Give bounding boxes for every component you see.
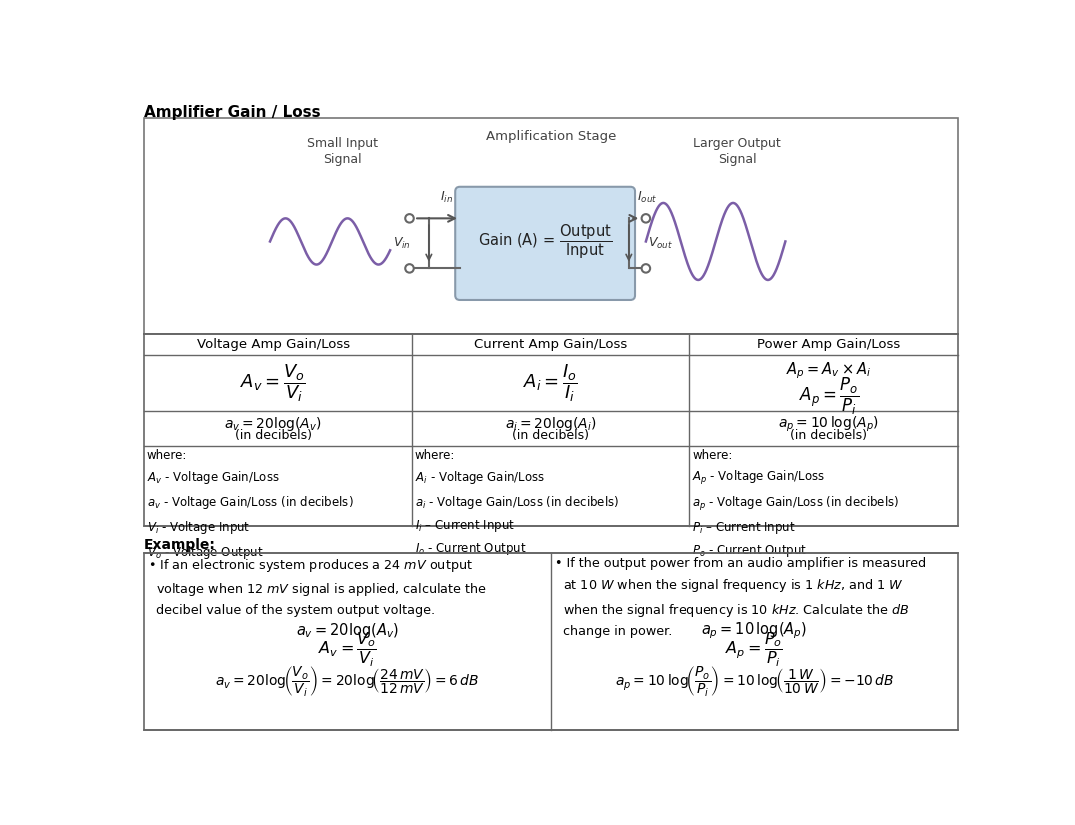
Text: $A_v = \dfrac{V_o}{V_i}$: $A_v = \dfrac{V_o}{V_i}$ <box>318 630 376 669</box>
Text: $V_{out}$: $V_{out}$ <box>648 235 673 251</box>
Text: Amplification Stage: Amplification Stage <box>486 130 617 143</box>
Text: $V_{in}$: $V_{in}$ <box>393 235 411 251</box>
Text: $a_v = 20\mathrm{log}(A_v)$: $a_v = 20\mathrm{log}(A_v)$ <box>225 415 322 433</box>
Bar <box>144 554 958 730</box>
Bar <box>144 118 958 334</box>
Text: Small Input
Signal: Small Input Signal <box>306 138 377 167</box>
Text: Power Amp Gain/Loss: Power Amp Gain/Loss <box>757 337 901 351</box>
Text: Example:: Example: <box>144 538 216 552</box>
Text: Amplifier Gain / Loss: Amplifier Gain / Loss <box>144 105 320 120</box>
Text: • If the output power from an audio amplifier is measured
  at 10 $W$ when the s: • If the output power from an audio ampl… <box>555 557 927 638</box>
Text: $a_i = 20\mathrm{log}(A_i)$: $a_i = 20\mathrm{log}(A_i)$ <box>505 415 597 433</box>
Text: Larger Output
Signal: Larger Output Signal <box>693 138 782 167</box>
Text: where:
$A_v$ - Voltage Gain/Loss
$a_v$ - Voltage Gain/Loss (in decibels)
$V_i$ -: where: $A_v$ - Voltage Gain/Loss $a_v$ -… <box>147 449 354 561</box>
Text: $a_v = 20\mathrm{log}(A_v)$: $a_v = 20\mathrm{log}(A_v)$ <box>296 620 399 640</box>
Text: (in decibels): (in decibels) <box>512 429 589 441</box>
Text: (in decibels): (in decibels) <box>790 429 868 441</box>
Text: $A_i = \dfrac{I_o}{I_i}$: $A_i = \dfrac{I_o}{I_i}$ <box>524 362 578 403</box>
Text: (in decibels): (in decibels) <box>234 429 312 441</box>
Text: where:
$A_i$ - Voltage Gain/Loss
$a_i$ - Voltage Gain/Loss (in decibels)
$I_i$ –: where: $A_i$ - Voltage Gain/Loss $a_i$ -… <box>415 449 619 558</box>
Text: $A_p = A_v \times A_i$: $A_p = A_v \times A_i$ <box>786 361 871 381</box>
Bar <box>144 334 958 526</box>
Text: $I_{in}$: $I_{in}$ <box>441 190 454 205</box>
Text: $A_p = \dfrac{P_o}{P_i}$: $A_p = \dfrac{P_o}{P_i}$ <box>726 630 784 669</box>
Text: Voltage Amp Gain/Loss: Voltage Amp Gain/Loss <box>197 337 349 351</box>
Circle shape <box>642 214 650 223</box>
Text: $a_v = 20\mathrm{log}\!\left(\dfrac{V_o}{V_i}\right)= 20\mathrm{log}\!\left(\dfr: $a_v = 20\mathrm{log}\!\left(\dfrac{V_o}… <box>215 664 479 698</box>
Text: $a_p = 10\,\mathrm{log}(A_p)$: $a_p = 10\,\mathrm{log}(A_p)$ <box>701 620 807 640</box>
Circle shape <box>405 214 414 223</box>
Text: $a_p = 10\,\mathrm{log}(A_p)$: $a_p = 10\,\mathrm{log}(A_p)$ <box>778 415 879 434</box>
Text: • If an electronic system produces a 24 $mV$ output
  voltage when 12 $mV$ signa: • If an electronic system produces a 24 … <box>148 557 487 617</box>
Circle shape <box>642 264 650 272</box>
Text: Current Amp Gain/Loss: Current Amp Gain/Loss <box>474 337 627 351</box>
Text: Gain (A) = $\dfrac{\mathrm{Output}}{\mathrm{Input}}$: Gain (A) = $\dfrac{\mathrm{Output}}{\mat… <box>478 222 612 261</box>
Circle shape <box>405 264 414 272</box>
Text: $I_{out}$: $I_{out}$ <box>637 190 658 205</box>
Text: $a_p = 10\,\mathrm{log}\!\left(\dfrac{P_o}{P_i}\right)= 10\,\mathrm{log}\!\left(: $a_p = 10\,\mathrm{log}\!\left(\dfrac{P_… <box>615 664 894 698</box>
FancyBboxPatch shape <box>455 186 635 300</box>
Text: $A_p = \dfrac{P_o}{P_i}$: $A_p = \dfrac{P_o}{P_i}$ <box>799 376 859 417</box>
Text: where:
$A_p$ - Voltage Gain/Loss
$a_p$ - Voltage Gain/Loss (in decibels)
$P_i$ –: where: $A_p$ - Voltage Gain/Loss $a_p$ -… <box>692 449 900 559</box>
Text: $A_v = \dfrac{V_o}{V_i}$: $A_v = \dfrac{V_o}{V_i}$ <box>240 362 306 403</box>
